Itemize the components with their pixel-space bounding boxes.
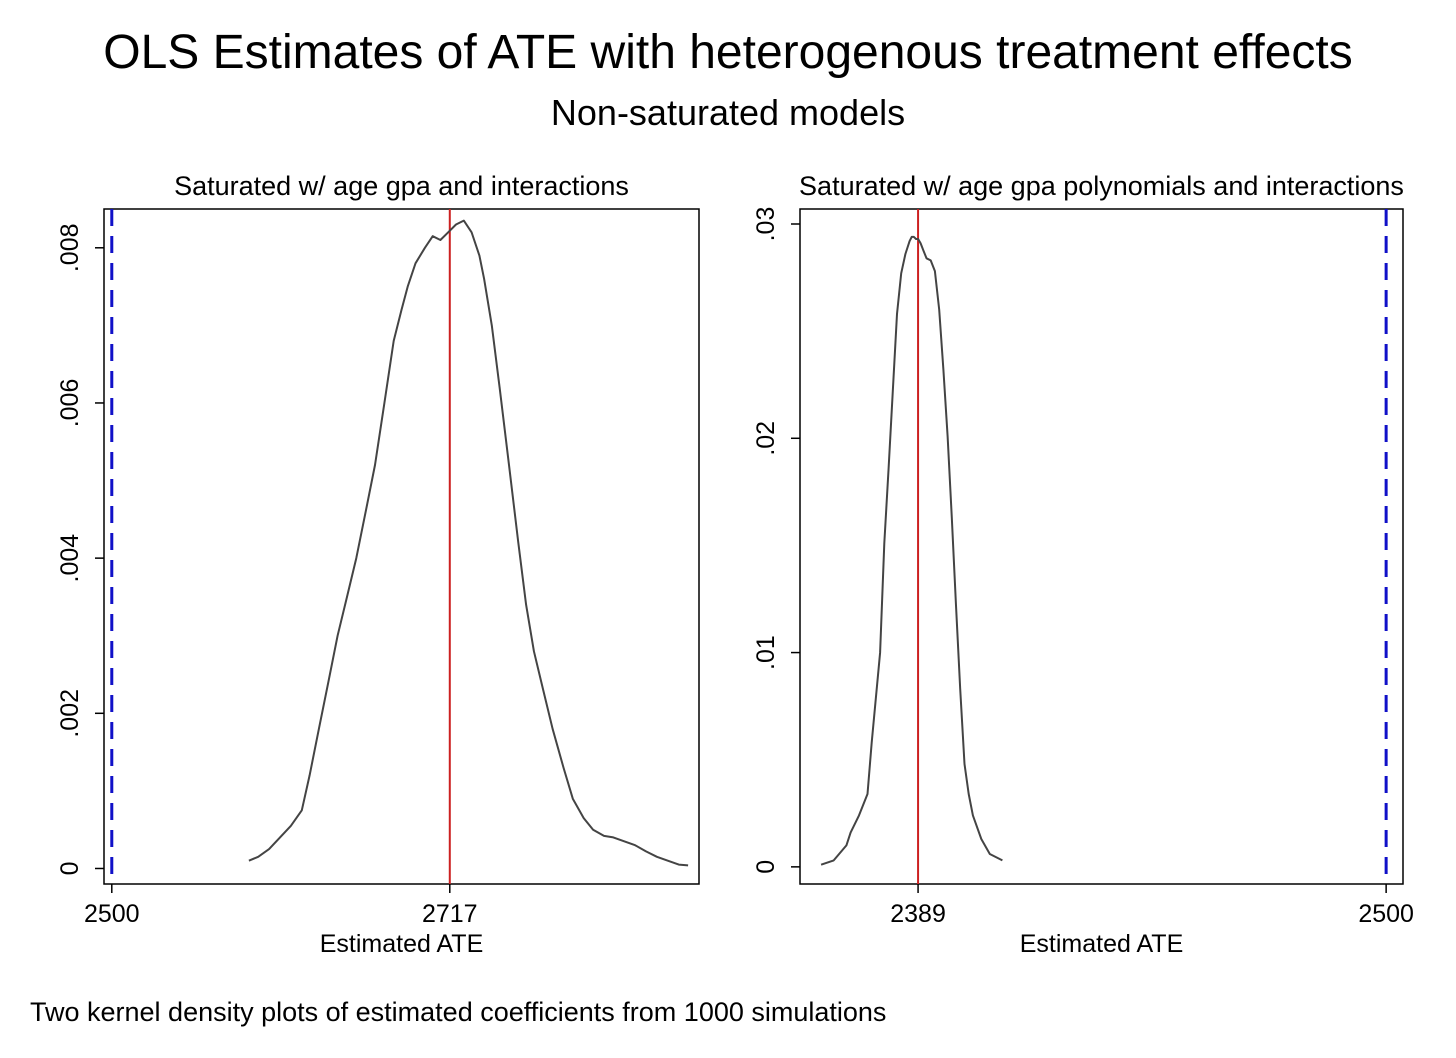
y-tick-label: .004 [56,534,84,583]
chart-main-title: OLS Estimates of ATE with heterogenous t… [103,26,1353,79]
x-tick-label: 2389 [890,900,946,928]
x-tick-label: 2717 [422,900,478,928]
density-panel-right: Saturated w/ age gpa polynomials and int… [752,171,1414,958]
density-curve [820,235,1003,866]
y-tick-label: .03 [752,207,780,242]
panel-title: Saturated w/ age gpa and interactions [174,171,629,201]
y-tick-label: .008 [56,223,84,272]
density-panel-left: Saturated w/ age gpa and interactions 0 .0… [56,171,700,958]
chart-footnote: Two kernel density plots of estimated co… [30,997,886,1027]
x-tick-label: 2500 [1358,900,1414,928]
y-tick-label: .002 [56,689,84,738]
y-tick-label: .01 [752,635,780,670]
plot-frame [799,208,1404,885]
y-tick-label: 0 [56,862,84,876]
x-tick-label: 2500 [84,900,140,928]
x-axis-label: Estimated ATE [320,930,484,958]
chart-subtitle: Non-saturated models [551,92,905,133]
y-tick-label: .006 [56,379,84,428]
panel-title: Saturated w/ age gpa polynomials and int… [799,171,1404,201]
y-tick-label: 0 [752,860,780,874]
density-curve [248,219,689,867]
plot-frame [103,208,700,885]
y-tick-label: .02 [752,421,780,456]
x-axis-label: Estimated ATE [1020,930,1184,958]
